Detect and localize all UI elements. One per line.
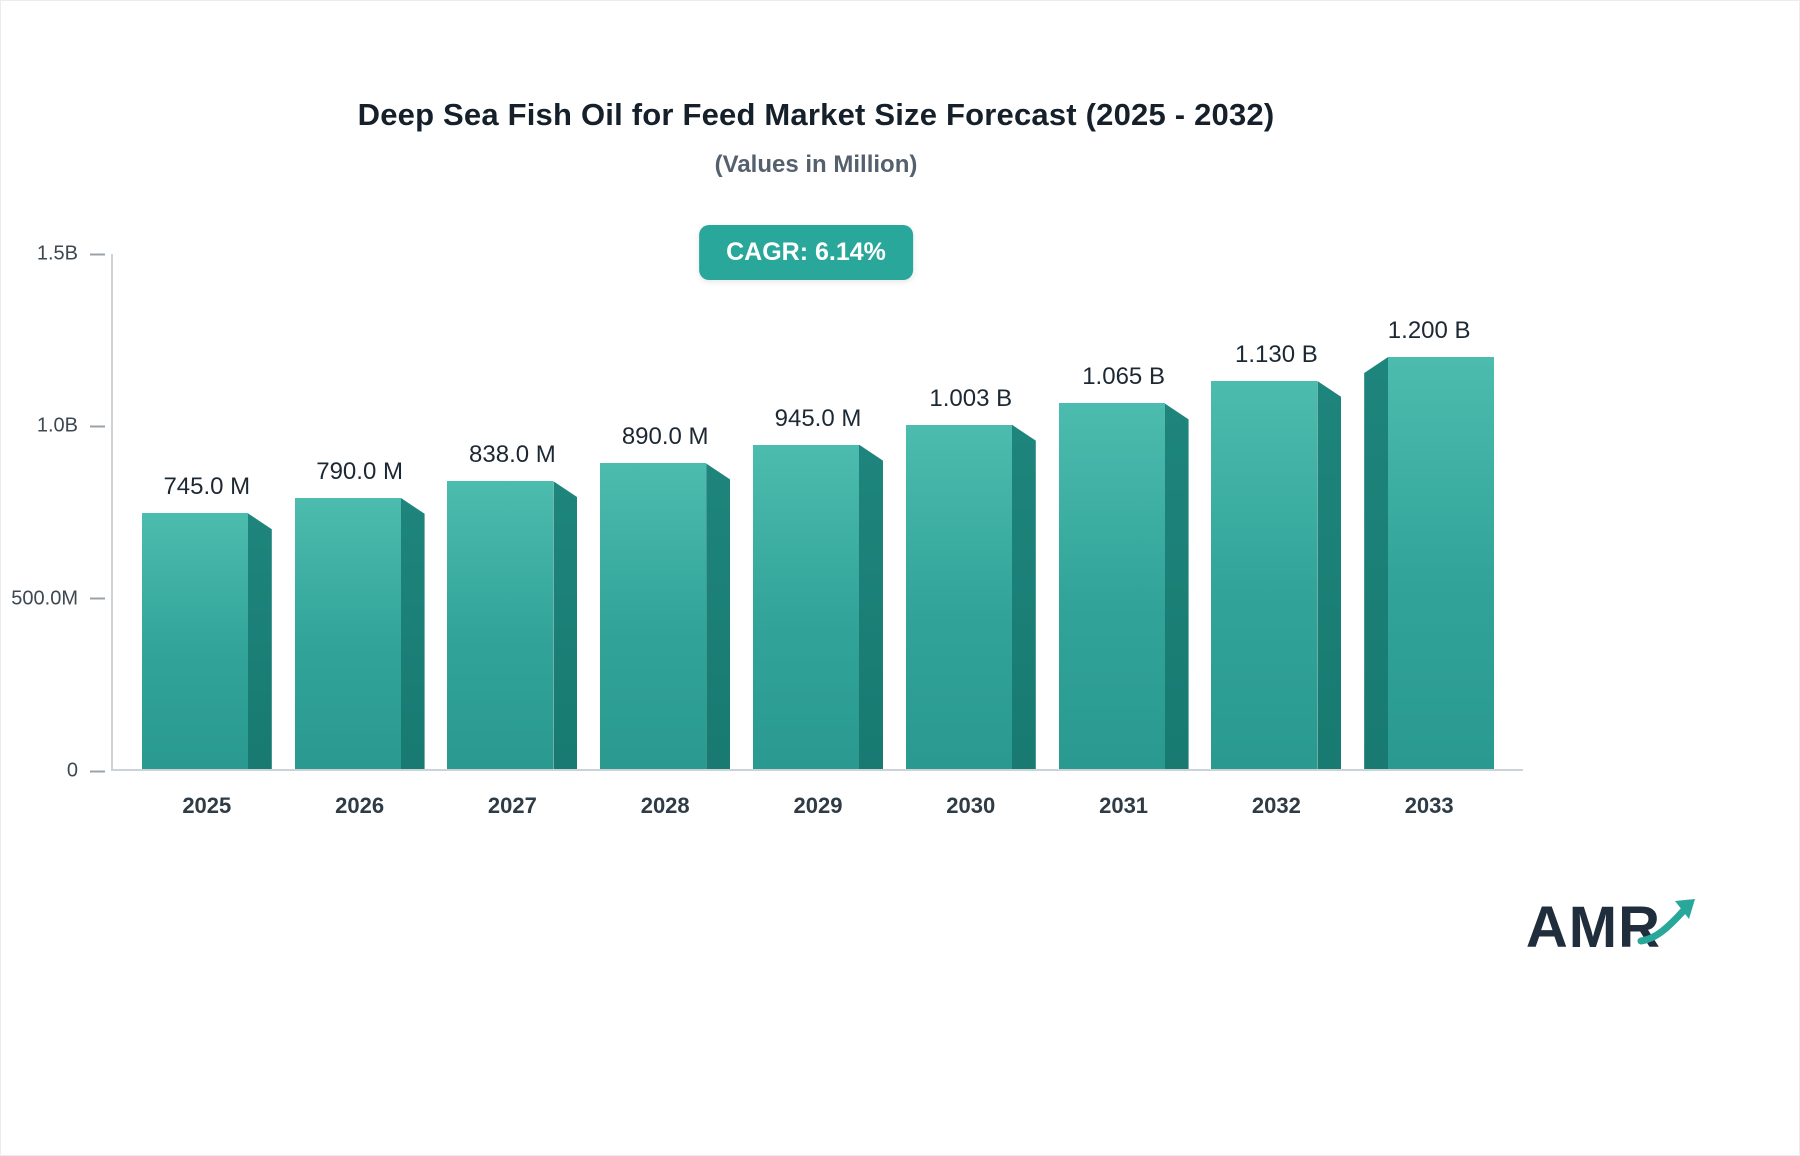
bar-group: 1.065 B 2031 <box>1058 363 1189 818</box>
trend-up-arrow-icon <box>1637 899 1695 945</box>
x-axis-label: 2027 <box>487 793 537 818</box>
x-axis-label: 2029 <box>793 793 843 818</box>
amr-logo: AMR <box>1526 899 1699 957</box>
y-tick-label: 1.0B <box>36 414 78 437</box>
bar-side-face <box>400 497 425 769</box>
bar-value-label: 745.0 M <box>163 473 251 501</box>
bar <box>1211 381 1318 769</box>
y-tick: 0 <box>67 760 111 783</box>
y-tick-mark <box>90 253 105 255</box>
bar-value-label: 1.065 B <box>1082 363 1165 391</box>
y-tick-label: 0 <box>66 759 78 782</box>
x-axis-label: 2028 <box>640 793 690 818</box>
bar-side-face <box>858 444 883 769</box>
y-tick: 1.0B <box>37 415 111 438</box>
x-axis-label: 2030 <box>946 793 996 818</box>
bar-side-face <box>553 481 578 769</box>
bar-group: 790.0 M 2026 <box>294 458 425 818</box>
bar <box>905 424 1012 769</box>
bar-side-face <box>247 513 272 769</box>
x-axis-label: 2032 <box>1251 793 1301 818</box>
x-axis-label: 2025 <box>182 793 232 818</box>
bar-group: 838.0 M 2027 <box>447 441 578 818</box>
bar-side-face <box>1317 381 1342 769</box>
cagr-badge: CAGR: 6.14% <box>699 225 913 280</box>
bar-side-face <box>1011 424 1036 769</box>
bar-value-label: 790.0 M <box>316 457 403 485</box>
y-tick-mark <box>90 597 105 600</box>
bar <box>294 497 401 769</box>
amr-logo-text: AMR <box>1525 895 1661 960</box>
x-axis-label: 2031 <box>1099 793 1149 818</box>
bar <box>600 463 707 769</box>
y-axis: 0 500.0M 1.0B 1.5B <box>1 243 111 782</box>
bar-value-label: 890.0 M <box>621 423 709 451</box>
bar-group: 1.003 B 2030 <box>905 385 1036 818</box>
bar-side-face <box>1164 403 1189 769</box>
y-tick-mark <box>90 770 105 772</box>
x-axis-label: 2033 <box>1404 793 1454 818</box>
chart-title: Deep Sea Fish Oil for Feed Market Size F… <box>357 97 1275 132</box>
y-tick: 1.5B <box>37 243 111 266</box>
bar-group: 1.200 B 2033 <box>1364 317 1495 818</box>
bar-group: 1.130 B 2032 <box>1211 341 1342 818</box>
x-axis-label: 2026 <box>335 793 385 818</box>
bar <box>1058 403 1165 769</box>
bar-group: 945.0 M 2029 <box>752 405 883 818</box>
bar <box>447 481 554 769</box>
bar-group: 745.0 M 2025 <box>141 473 272 818</box>
y-tick-label: 500.0M <box>11 587 78 610</box>
bar-group: 890.0 M 2028 <box>600 423 731 818</box>
bars-container: 745.0 M 2025 790.0 M 2026 838.0 M 2027 890.0 M… <box>113 254 1523 818</box>
plot-area: 745.0 M 2025 790.0 M 2026 838.0 M 2027 890.0 M… <box>111 254 1523 818</box>
bar-side-face <box>1364 357 1389 769</box>
bar <box>752 444 859 769</box>
bar-value-label: 1.200 B <box>1387 317 1471 344</box>
chart-subtitle: (Values in Million) <box>714 151 918 178</box>
bar <box>141 513 248 769</box>
y-tick-label: 1.5B <box>36 242 78 265</box>
bar <box>1388 357 1495 769</box>
bar-value-label: 1.003 B <box>929 384 1013 412</box>
bar-value-label: 1.130 B <box>1235 341 1318 369</box>
bar-side-face <box>706 463 731 769</box>
y-tick-mark <box>90 425 105 428</box>
bar-value-label: 838.0 M <box>469 441 556 469</box>
y-tick: 500.0M <box>11 587 111 610</box>
bar-value-label: 945.0 M <box>774 404 862 432</box>
